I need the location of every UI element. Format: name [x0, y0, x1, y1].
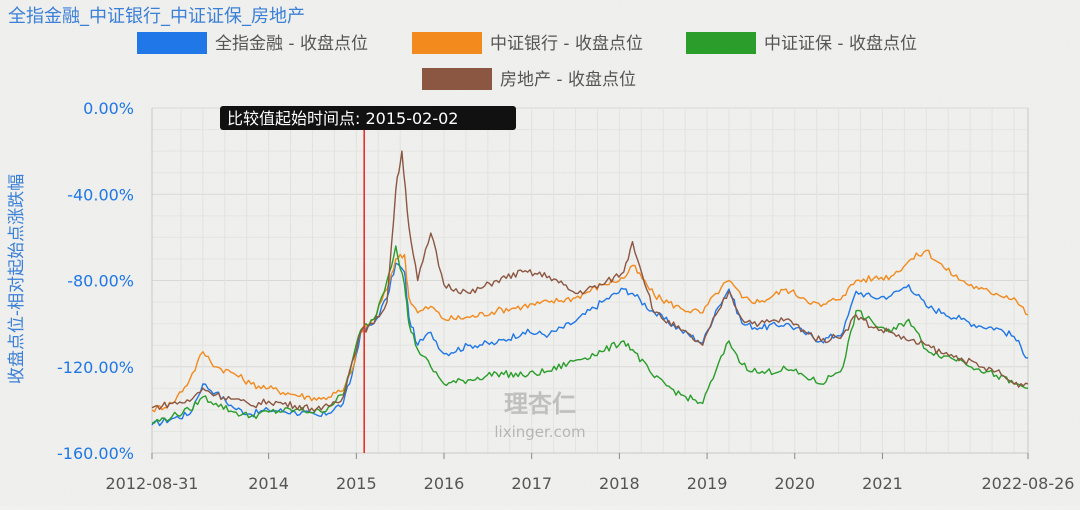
- legend-label: 中证证保 - 收盘点位: [764, 34, 917, 54]
- legend-label: 全指金融 - 收盘点位: [215, 34, 368, 54]
- y-axis: 0.00% -40.00% -80.00% -120.00% -160.00%: [57, 99, 134, 463]
- x-tick-label: 2020: [774, 474, 815, 493]
- y-axis-title: 收盘点位-相对起始点涨跌幅: [7, 174, 27, 384]
- legend-swatch: [686, 32, 756, 54]
- x-tick-label: 2022-08-26: [982, 474, 1075, 493]
- y-tick-label: 0.00%: [83, 99, 134, 118]
- legend-swatch: [422, 68, 492, 90]
- x-tick-label: 2018: [599, 474, 640, 493]
- x-tick-label: 2015: [336, 474, 377, 493]
- x-tick-label: 2019: [687, 474, 728, 493]
- x-tick-label: 2016: [424, 474, 465, 493]
- grid: [151, 107, 1029, 454]
- x-tick-label: 2021: [862, 474, 903, 493]
- series-line-4: [151, 150, 1029, 412]
- x-tick-label: 2012-08-31: [106, 474, 199, 493]
- x-axis: 2012-08-31 2014 2015 2016 2017 2018 2019 2020 20…: [106, 453, 1075, 493]
- x-tick-label: 2014: [248, 474, 289, 493]
- legend-label: 房地产 - 收盘点位: [500, 70, 636, 90]
- legend-label: 中证银行 - 收盘点位: [490, 34, 643, 54]
- y-tick-label: -80.00%: [67, 272, 134, 291]
- legend-swatch: [412, 32, 482, 54]
- series-line-1: [151, 262, 1029, 427]
- annotation-label: 比较值起始时间点: 2015-02-02: [227, 109, 458, 128]
- y-tick-label: -120.00%: [57, 358, 134, 377]
- annotation-box: [220, 106, 516, 130]
- watermark-logo: 理杏仁: [504, 390, 576, 418]
- watermark: 理杏仁 lixinger.com: [494, 390, 585, 441]
- x-tick-label: 2017: [511, 474, 552, 493]
- series-group: [151, 150, 1029, 427]
- y-tick-label: -40.00%: [67, 185, 134, 204]
- y-tick-label: -160.00%: [57, 444, 134, 463]
- watermark-url: lixinger.com: [494, 423, 585, 441]
- legend-swatch: [137, 32, 207, 54]
- chart-title: 全指金融_中证银行_中证证保_房地产: [8, 6, 305, 27]
